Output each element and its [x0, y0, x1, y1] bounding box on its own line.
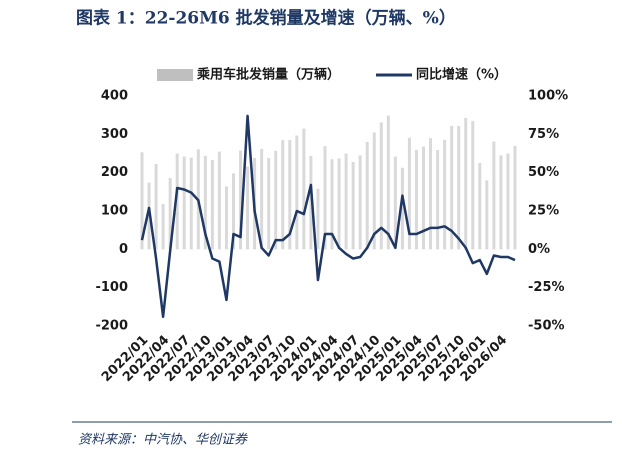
- bar: [182, 156, 186, 250]
- bar: [471, 120, 475, 250]
- bar: [443, 139, 447, 250]
- bar: [154, 163, 158, 250]
- bar: [422, 146, 426, 250]
- bar: [407, 137, 411, 250]
- bar: [246, 166, 250, 250]
- bar: [414, 150, 418, 250]
- y-tick-label: -200: [95, 319, 128, 334]
- bar: [386, 115, 390, 250]
- bar: [400, 167, 404, 250]
- bar: [260, 148, 264, 250]
- y2-tick-label: 50%: [528, 165, 559, 180]
- bar: [506, 153, 510, 250]
- y2-tick-label: 100%: [528, 89, 568, 104]
- bar: [224, 186, 228, 250]
- bar: [337, 158, 341, 250]
- y2-tick-label: -25%: [528, 280, 565, 295]
- bar: [379, 122, 383, 250]
- bar: [436, 150, 440, 250]
- y-tick-label: 200: [101, 165, 128, 180]
- bar: [351, 161, 355, 250]
- bar: [485, 180, 489, 250]
- y-tick-label: 0: [119, 242, 128, 257]
- bar: [203, 155, 207, 250]
- bar: [231, 173, 235, 250]
- line: [140, 114, 516, 319]
- bar: [274, 150, 278, 250]
- bar: [478, 163, 482, 250]
- bar: [513, 145, 517, 250]
- bar: [288, 140, 292, 250]
- legend-swatch: [157, 69, 193, 81]
- y2-tick-label: 0%: [528, 242, 550, 257]
- bar: [217, 151, 221, 250]
- y-tick-label: 400: [101, 89, 128, 104]
- bar: [393, 156, 397, 250]
- source: 资料来源：中汽协、华创证券: [78, 433, 248, 448]
- legend-label: 同比增速（%）: [416, 67, 507, 83]
- bar: [168, 178, 172, 250]
- bar: [175, 153, 179, 250]
- y-tick-label: -100: [95, 280, 128, 295]
- bar: [372, 132, 376, 250]
- bar: [429, 138, 433, 250]
- y2-tick-label: -50%: [528, 319, 565, 334]
- bar: [302, 128, 306, 250]
- bar: [492, 141, 496, 250]
- bar: [499, 155, 503, 250]
- bar: [330, 159, 334, 250]
- bar: [189, 157, 193, 250]
- bar: [239, 150, 243, 250]
- bar: [161, 204, 165, 250]
- y2-tick-label: 75%: [528, 127, 559, 142]
- chart-title: 图表 1：22-26M6 批发销量及增速（万辆、%）: [76, 8, 456, 29]
- legend-label: 乘用车批发销量（万辆）: [196, 67, 340, 83]
- bar: [295, 135, 299, 250]
- y-tick-label: 100: [101, 204, 128, 219]
- bar: [344, 153, 348, 250]
- bar: [140, 152, 144, 250]
- bar: [309, 155, 313, 250]
- bar: [457, 125, 461, 250]
- bar: [358, 155, 362, 250]
- bar: [450, 125, 454, 250]
- bar: [267, 158, 271, 250]
- bar: [281, 140, 285, 250]
- bar: [464, 117, 468, 250]
- y2-tick-label: 25%: [528, 204, 559, 219]
- bar: [365, 142, 369, 250]
- bar: [323, 146, 327, 250]
- bar: [210, 160, 214, 250]
- y-tick-label: 300: [101, 127, 128, 142]
- bar: [316, 188, 320, 250]
